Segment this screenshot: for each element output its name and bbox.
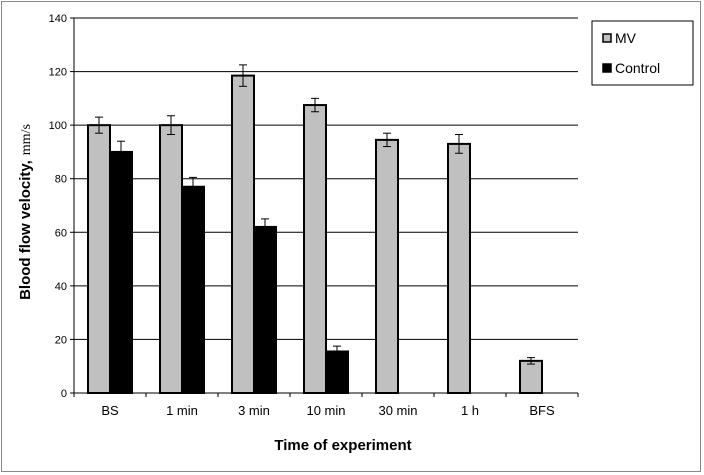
x-tick-label: BS — [101, 403, 119, 418]
tick-labels: 0 20 40 60 80 100 120 140 BS 1 min 3 min 10 min 30 m… — [49, 13, 555, 418]
bar-mv — [159, 124, 183, 395]
bar-mv — [447, 142, 471, 394]
y-tick-label: 20 — [55, 334, 67, 346]
y-tick-label: 80 — [55, 174, 67, 186]
bar-mv — [231, 74, 255, 394]
x-axis-title: Time of experiment — [274, 437, 411, 454]
x-tick-label: 1 h — [461, 403, 479, 418]
x-tick-label: 3 min — [238, 403, 270, 418]
y-tick-label: 40 — [55, 281, 67, 293]
y-axis-title: Blood flow velocity, mm/s — [17, 124, 34, 300]
y-tick-label: 60 — [55, 227, 67, 239]
x-tick-label: BFS — [529, 403, 555, 418]
y-tick-label: 140 — [49, 13, 67, 25]
bar-control — [325, 350, 349, 395]
y-tick-label: 120 — [49, 67, 67, 79]
bars — [87, 64, 543, 395]
legend-box — [591, 20, 694, 86]
legend: MV Control — [591, 20, 694, 86]
bar-control — [181, 185, 205, 394]
legend-label-mv: MV — [615, 30, 637, 46]
bar-control — [253, 225, 277, 394]
y-tick-label: 0 — [61, 388, 67, 400]
y-tick-label: 100 — [49, 120, 67, 132]
bar-control — [109, 150, 133, 394]
legend-swatch-mv — [602, 33, 612, 43]
legend-swatch-control — [602, 63, 612, 73]
y-axis-title-unit: mm/s — [19, 124, 34, 155]
bar-mv — [375, 138, 399, 394]
y-axis-title-main: Blood flow velocity, — [17, 160, 34, 300]
x-tick-label: 30 min — [378, 403, 417, 418]
bar-mv — [519, 359, 543, 395]
x-tick-label: 10 min — [306, 403, 345, 418]
x-tick-label: 1 min — [166, 403, 198, 418]
axes — [70, 17, 579, 397]
bar-mv — [303, 104, 327, 395]
bar-mv — [87, 124, 111, 395]
legend-label-control: Control — [615, 60, 660, 76]
